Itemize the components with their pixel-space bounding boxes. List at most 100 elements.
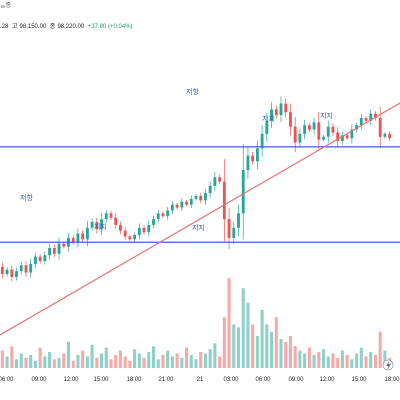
volume-bar bbox=[227, 278, 231, 368]
resistance-label-top: 저항 bbox=[186, 87, 199, 96]
time-axis-label: 03:00 bbox=[223, 377, 239, 383]
candle-body bbox=[52, 248, 56, 254]
candle-body bbox=[246, 155, 250, 170]
candle-body bbox=[355, 125, 358, 130]
candle-body bbox=[260, 133, 264, 149]
volume-bar bbox=[232, 324, 236, 368]
candle-body bbox=[374, 113, 377, 118]
candle-body bbox=[265, 120, 269, 134]
candle-body bbox=[279, 103, 283, 116]
candle-body bbox=[284, 103, 288, 113]
candle-body bbox=[19, 265, 23, 272]
volume-bar bbox=[336, 357, 340, 368]
volume-bar bbox=[104, 347, 108, 368]
volume-bar bbox=[326, 356, 330, 368]
volume-bar bbox=[307, 347, 311, 368]
candle-body bbox=[100, 219, 103, 230]
candle-body bbox=[166, 210, 170, 217]
time-axis-label: 21:00 bbox=[158, 377, 174, 383]
volume-bar bbox=[166, 350, 170, 368]
candle-body bbox=[24, 265, 28, 273]
candle-body bbox=[340, 135, 344, 142]
volume-bar bbox=[66, 341, 71, 368]
volume-bar bbox=[19, 353, 23, 368]
candle-body bbox=[48, 248, 52, 256]
volume-bar bbox=[199, 352, 203, 368]
time-axis-label: 09:00 bbox=[288, 377, 304, 383]
volume-bar bbox=[373, 354, 378, 368]
support-label-3: 지지 bbox=[262, 114, 275, 123]
volume-bar bbox=[43, 356, 47, 368]
candle-body bbox=[227, 219, 231, 238]
volume-bar bbox=[100, 353, 104, 368]
volume-bar bbox=[321, 349, 326, 368]
support-label-4: 지지 bbox=[320, 111, 333, 120]
volume-bar bbox=[14, 359, 19, 368]
volume-bar bbox=[85, 356, 89, 368]
time-axis-label: 12:00 bbox=[63, 377, 79, 383]
volume-bar bbox=[350, 359, 354, 368]
volume-bar bbox=[345, 354, 349, 368]
candle-body bbox=[161, 213, 165, 217]
close-value: 98,220.00 bbox=[57, 24, 85, 30]
volume-bar bbox=[109, 359, 113, 368]
trend-line[interactable] bbox=[0, 102, 400, 336]
time-axis-label: 18:00 bbox=[384, 377, 400, 383]
candle-body bbox=[189, 198, 193, 205]
candle-body bbox=[137, 227, 141, 235]
volume-bar bbox=[161, 354, 165, 368]
high-value: 98,150.00 bbox=[19, 24, 47, 30]
volume-bar bbox=[236, 327, 241, 368]
candle-body bbox=[350, 129, 354, 139]
candle-body bbox=[237, 213, 240, 228]
candle-body bbox=[109, 213, 113, 218]
candle-body bbox=[336, 132, 340, 142]
candle-body bbox=[326, 126, 330, 137]
candle-body bbox=[142, 227, 146, 233]
volume-bar bbox=[0, 350, 4, 368]
volume-bar bbox=[246, 302, 250, 368]
candle-body bbox=[298, 133, 302, 143]
candle-body bbox=[180, 201, 184, 208]
volume-bar bbox=[142, 357, 146, 368]
candle-body bbox=[133, 235, 137, 240]
time-axis-label: 06:00 bbox=[0, 377, 14, 383]
volume-bar bbox=[293, 346, 297, 368]
candle-body bbox=[364, 118, 368, 121]
candle-body bbox=[199, 196, 203, 201]
candle-body bbox=[15, 271, 18, 277]
volume-bar bbox=[147, 352, 151, 368]
candle-body bbox=[5, 269, 9, 274]
candle-body bbox=[293, 126, 297, 143]
candle-body bbox=[128, 236, 132, 240]
volume-bar bbox=[189, 354, 193, 368]
time-axis-label: 12:00 bbox=[319, 377, 335, 383]
candle-body bbox=[270, 109, 273, 121]
candles-layer bbox=[0, 96, 392, 282]
lightning-icon[interactable] bbox=[382, 359, 394, 371]
volume-bar bbox=[340, 350, 344, 368]
volume-bar bbox=[5, 356, 9, 368]
volume-bar bbox=[118, 350, 122, 368]
volume-bar bbox=[222, 317, 226, 368]
time-axis-label: 15:00 bbox=[93, 377, 109, 383]
volume-bar bbox=[265, 324, 269, 368]
volume-bar bbox=[133, 349, 137, 368]
candle-body bbox=[208, 185, 212, 194]
candle-body bbox=[388, 133, 392, 139]
candle-body bbox=[104, 213, 108, 220]
volume-bar bbox=[52, 359, 56, 368]
volume-bar bbox=[81, 350, 85, 368]
candle-body bbox=[378, 118, 382, 137]
candle-body bbox=[175, 204, 179, 208]
support-label-1: 지지 bbox=[94, 222, 107, 231]
candle-body bbox=[10, 269, 14, 277]
candle-body bbox=[251, 155, 255, 162]
volume-bar bbox=[364, 356, 368, 368]
candle-body bbox=[359, 118, 363, 126]
candle-body bbox=[232, 227, 236, 238]
candle-body bbox=[123, 230, 127, 237]
candle-body bbox=[57, 243, 61, 254]
